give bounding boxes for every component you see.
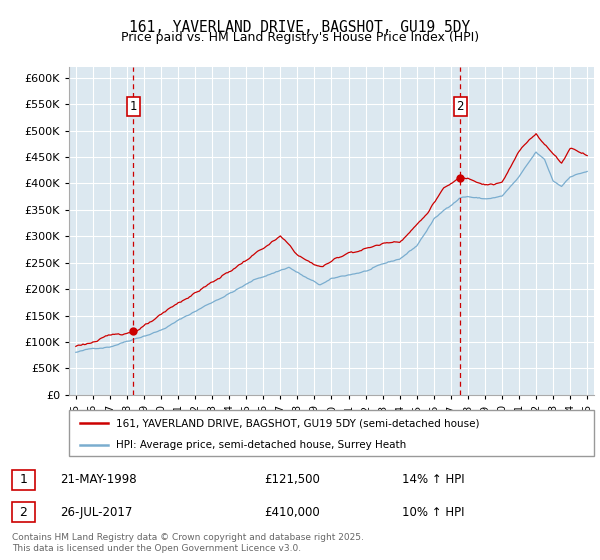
Text: 2: 2 <box>19 506 28 519</box>
Text: 161, YAVERLAND DRIVE, BAGSHOT, GU19 5DY (semi-detached house): 161, YAVERLAND DRIVE, BAGSHOT, GU19 5DY … <box>116 418 480 428</box>
Text: 2: 2 <box>457 100 464 113</box>
Text: 1: 1 <box>130 100 137 113</box>
Text: 26-JUL-2017: 26-JUL-2017 <box>60 506 133 519</box>
Text: 10% ↑ HPI: 10% ↑ HPI <box>402 506 464 519</box>
Text: HPI: Average price, semi-detached house, Surrey Heath: HPI: Average price, semi-detached house,… <box>116 440 407 450</box>
Text: Price paid vs. HM Land Registry's House Price Index (HPI): Price paid vs. HM Land Registry's House … <box>121 31 479 44</box>
Text: 21-MAY-1998: 21-MAY-1998 <box>60 473 137 487</box>
Text: Contains HM Land Registry data © Crown copyright and database right 2025.
This d: Contains HM Land Registry data © Crown c… <box>12 533 364 553</box>
Text: £121,500: £121,500 <box>264 473 320 487</box>
Text: 1: 1 <box>19 473 28 487</box>
Text: £410,000: £410,000 <box>264 506 320 519</box>
Text: 161, YAVERLAND DRIVE, BAGSHOT, GU19 5DY: 161, YAVERLAND DRIVE, BAGSHOT, GU19 5DY <box>130 20 470 35</box>
Text: 14% ↑ HPI: 14% ↑ HPI <box>402 473 464 487</box>
